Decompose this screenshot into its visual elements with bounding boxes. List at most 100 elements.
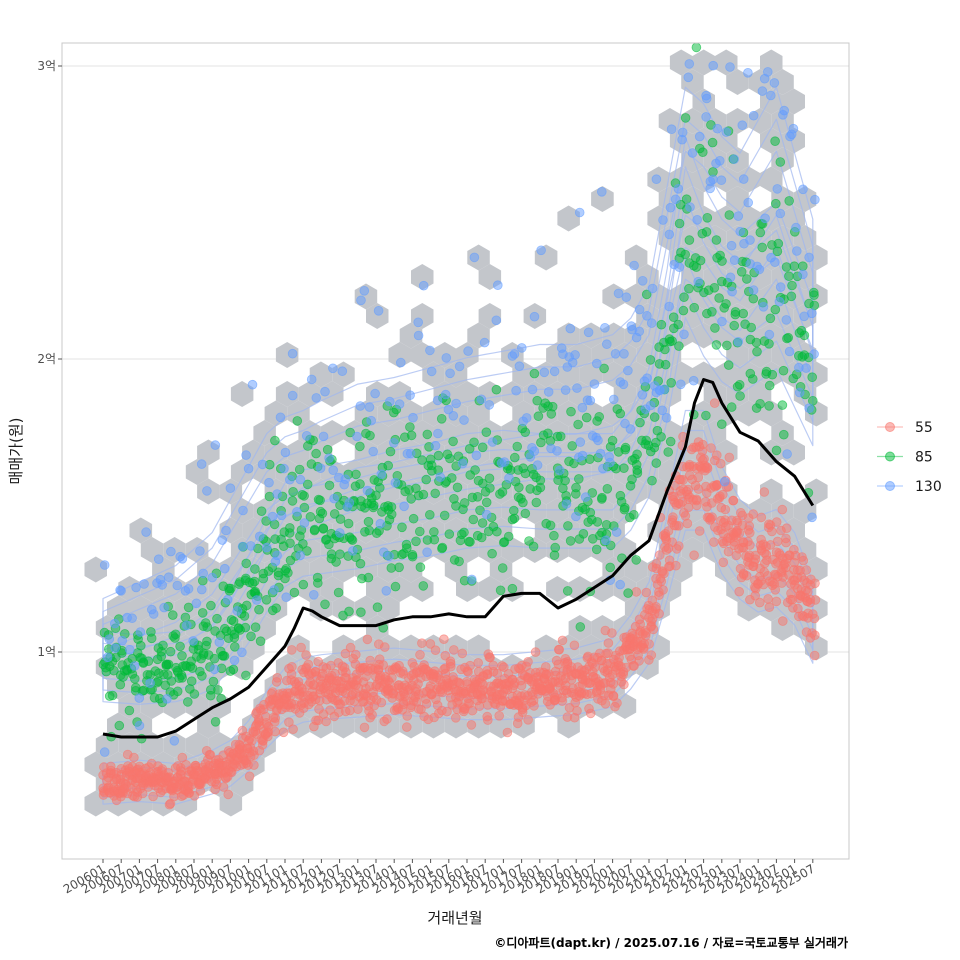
transaction-point (244, 771, 255, 782)
transaction-point (454, 556, 464, 567)
transaction-point (355, 401, 366, 411)
transaction-point (673, 184, 684, 194)
transaction-point (608, 679, 619, 689)
transaction-point (689, 302, 699, 313)
transaction-point (295, 550, 306, 561)
transaction-point (777, 616, 788, 626)
transaction-point (328, 465, 339, 476)
transaction-point (488, 660, 499, 671)
transaction-point (333, 587, 344, 598)
transaction-point (439, 510, 450, 521)
transaction-point (594, 411, 604, 422)
transaction-point (592, 517, 603, 527)
transaction-point (153, 554, 164, 564)
transaction-point (777, 400, 788, 410)
transaction-point (612, 698, 622, 708)
transaction-point (626, 321, 637, 331)
transaction-point (693, 276, 703, 287)
transaction-point (130, 673, 140, 684)
transaction-point (292, 506, 302, 517)
transaction-point (728, 495, 739, 506)
transaction-point (615, 490, 626, 501)
transaction-point (376, 697, 387, 708)
transaction-point (759, 548, 770, 558)
transaction-point (417, 638, 427, 648)
hexbin-cell (557, 205, 580, 232)
transaction-point (528, 541, 539, 552)
transaction-point (765, 90, 776, 101)
transaction-point (334, 528, 345, 538)
transaction-point (512, 718, 523, 729)
transaction-point (578, 528, 589, 539)
transaction-point (561, 499, 572, 509)
transaction-point (302, 546, 312, 556)
transaction-point (476, 532, 487, 543)
transaction-point (487, 437, 498, 447)
transaction-point (775, 208, 786, 219)
transaction-point (209, 664, 220, 675)
transaction-point (466, 574, 477, 585)
transaction-point (485, 483, 495, 493)
transaction-point (225, 483, 236, 494)
transaction-point (484, 652, 495, 662)
transaction-point (764, 338, 774, 349)
transaction-point (183, 584, 194, 594)
legend-key-point (885, 481, 895, 491)
hexbin-cell (613, 381, 637, 407)
transaction-point (388, 437, 399, 448)
transaction-point (264, 477, 274, 488)
transaction-point (567, 441, 577, 451)
transaction-point (741, 274, 752, 284)
transaction-point (632, 449, 642, 460)
transaction-point (642, 373, 652, 384)
transaction-point (684, 59, 695, 69)
hexbin-cell (737, 205, 760, 232)
transaction-point (129, 661, 140, 671)
transaction-point (468, 514, 479, 525)
transaction-point (469, 437, 479, 448)
transaction-point (397, 522, 407, 533)
transaction-point (654, 550, 665, 560)
transaction-point (665, 436, 676, 447)
transaction-point (600, 322, 610, 333)
transaction-point (219, 651, 230, 661)
transaction-point (229, 632, 240, 643)
transaction-point (550, 542, 560, 553)
transaction-point (637, 389, 648, 400)
transaction-point (545, 520, 556, 531)
transaction-point (724, 452, 735, 463)
transaction-point (134, 720, 145, 731)
transaction-point (706, 443, 716, 453)
transaction-point (804, 403, 814, 414)
transaction-point (771, 445, 782, 456)
hexbin-cell (805, 478, 828, 505)
transaction-point (645, 400, 656, 411)
transaction-point (581, 412, 592, 423)
transaction-point (241, 670, 251, 681)
transaction-point (305, 511, 316, 522)
transaction-point (183, 697, 193, 707)
transaction-point (335, 549, 345, 559)
transaction-point (257, 459, 268, 470)
transaction-point (413, 704, 424, 714)
transaction-point (507, 583, 518, 594)
transaction-point (664, 301, 674, 312)
transaction-point (429, 527, 439, 537)
transaction-point (324, 453, 334, 464)
transaction-point (450, 712, 461, 723)
transaction-point (573, 474, 584, 484)
hexbin-cell (546, 576, 569, 602)
transaction-point (340, 648, 351, 659)
transaction-point (628, 509, 639, 520)
transaction-point (497, 487, 508, 497)
transaction-point (647, 283, 658, 294)
transaction-point (709, 282, 720, 293)
transaction-point (572, 383, 582, 393)
transaction-point (764, 401, 774, 411)
transaction-point (781, 523, 792, 533)
transaction-point (608, 394, 619, 405)
legend: 55 85 130 (877, 420, 942, 495)
transaction-point (386, 502, 397, 512)
transaction-point (726, 402, 737, 412)
transaction-point (221, 525, 231, 536)
